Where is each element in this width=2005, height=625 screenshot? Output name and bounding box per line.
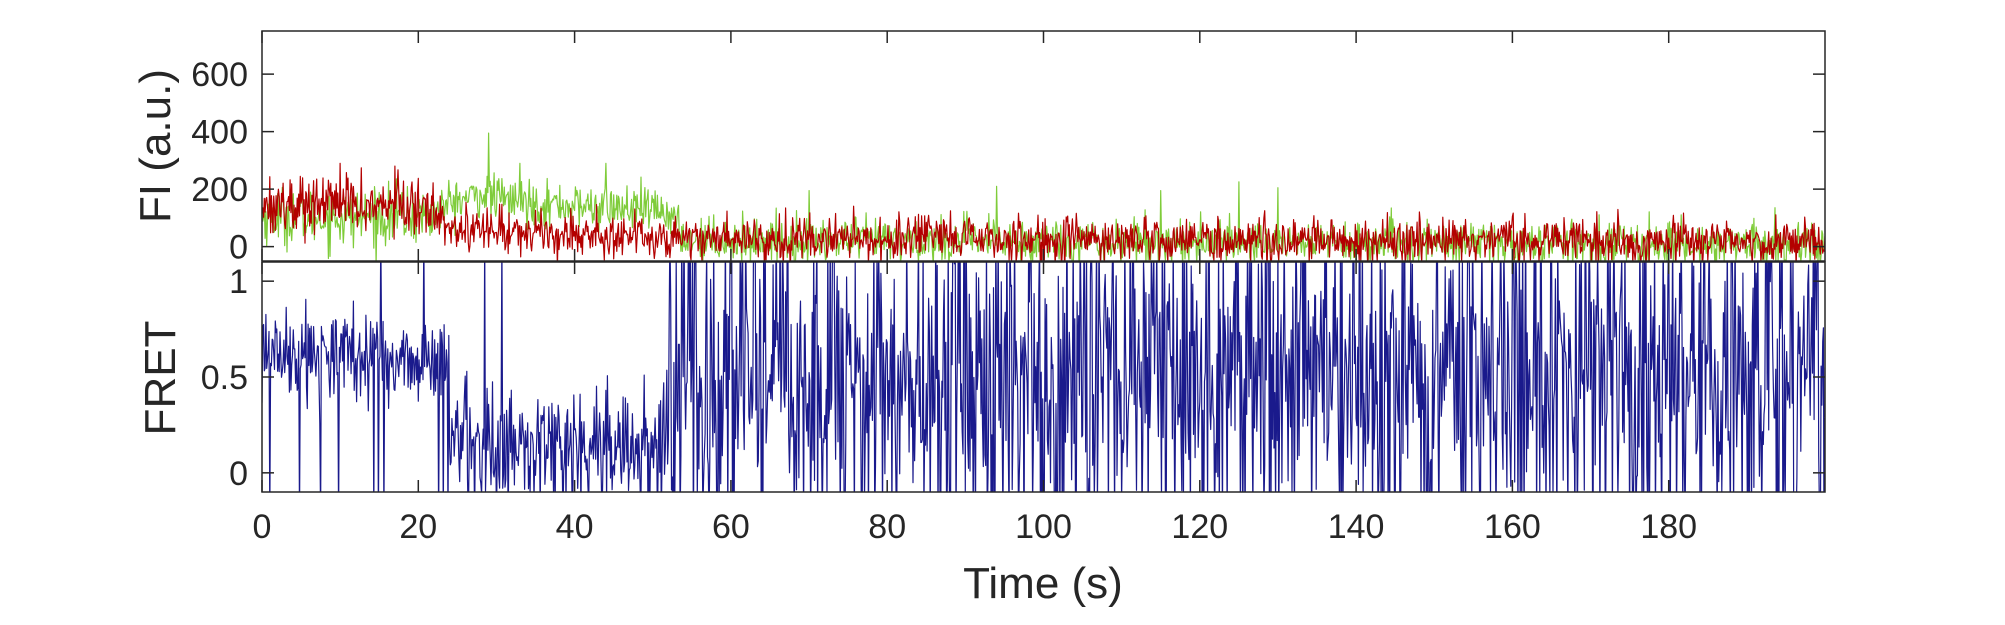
intensity-ytick-label: 400 [191,114,248,152]
intensity-ytick-label: 0 [229,229,248,267]
intensity-panel: 0 200 400 600 FI (a.u.) [131,30,1826,267]
fret-xtick-label: 160 [1484,508,1541,546]
fret-y-ticks: 00.51 [201,263,1825,493]
fret-panel: 00.51 0 20 40 60 80 100 120 140 160 180 FRET Time… [136,31,1826,608]
fret-xtick-label: 20 [399,508,437,546]
fret-ytick-label: 0 [229,455,248,493]
intensity-series-group [262,132,1825,261]
intensity-y-ticks: 0 200 400 600 [191,56,1825,267]
fret-xtick-label: 120 [1171,508,1228,546]
fret-trace [262,262,1825,492]
fret-x-ticks: 0 20 40 60 80 100 120 140 160 180 [253,31,1697,546]
time-x-axis-label: Time (s) [963,559,1123,608]
fret-xtick-label: 0 [253,508,272,546]
intensity-plot-area [262,31,1825,261]
fret-y-axis-label: FRET [136,321,185,436]
intensity-ytick-label: 200 [191,171,248,209]
intensity-y-axis-label: FI (a.u.) [131,69,180,223]
fret-series-group [262,262,1825,492]
fret-xtick-label: 80 [868,508,906,546]
intensity-trace-red [262,162,1825,261]
fret-ytick-label: 0.5 [201,359,248,397]
fret-xtick-label: 40 [556,508,594,546]
fret-xtick-label: 180 [1640,508,1697,546]
intensity-ytick-label: 600 [191,56,248,94]
fret-xtick-label: 60 [712,508,750,546]
fret-xtick-label: 100 [1015,508,1072,546]
fret-ytick-label: 1 [229,263,248,301]
fret-xtick-label: 140 [1328,508,1385,546]
